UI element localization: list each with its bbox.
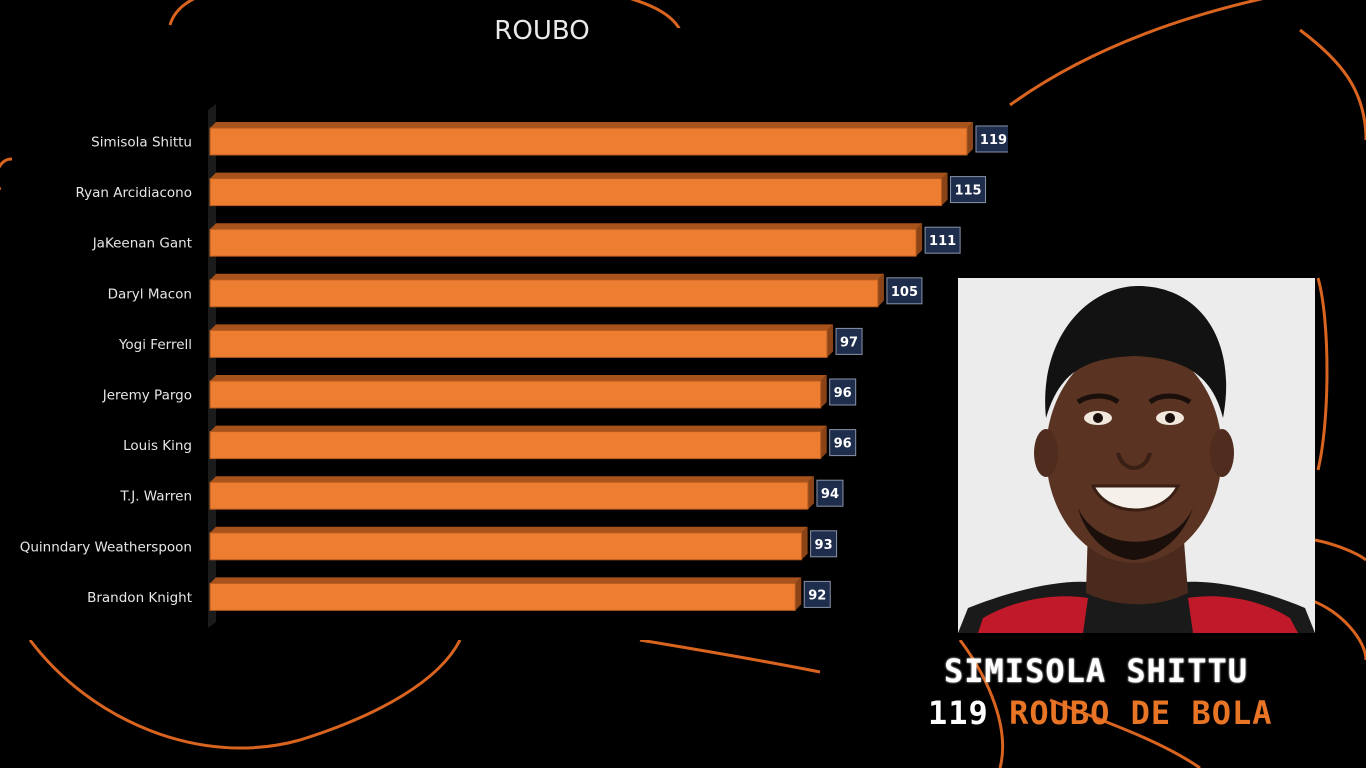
bar-side-face (877, 273, 884, 307)
bar (209, 481, 809, 510)
data-label-box (975, 125, 1008, 153)
category-label: Jeremy Pargo (102, 388, 192, 404)
data-label-box (924, 226, 961, 254)
bar (209, 127, 968, 156)
category-label: Quinndary Weatherspoon (20, 539, 192, 555)
bar (209, 431, 822, 460)
data-label-box (829, 429, 857, 457)
bar-top-face (210, 273, 884, 280)
bar (209, 178, 943, 207)
bar-top-face (210, 172, 948, 179)
highlight-stat: 119 ROUBO DE BOLA (928, 694, 1273, 732)
category-label: Brandon Knight (87, 590, 192, 606)
data-label: 115 (954, 184, 981, 199)
player-portrait-image (958, 278, 1315, 633)
bar-side-face (827, 324, 834, 358)
data-label: 93 (815, 538, 833, 553)
category-label: Daryl Macon (108, 286, 192, 302)
data-label-box (810, 530, 838, 558)
data-label-box (803, 580, 831, 608)
data-label: 96 (834, 437, 852, 452)
bar-side-face (820, 425, 827, 459)
bar-top-face (210, 425, 827, 432)
data-label: 105 (891, 285, 918, 300)
bar (209, 329, 828, 358)
bar (209, 228, 917, 257)
data-label: 94 (821, 487, 839, 502)
bar-side-face (807, 476, 814, 510)
data-label-box (816, 479, 844, 507)
data-label-box (835, 327, 863, 355)
bar-top-face (210, 324, 834, 331)
category-label: Yogi Ferrell (118, 337, 192, 353)
category-label: Louis King (123, 438, 192, 454)
bar-side-face (941, 172, 948, 206)
bar-side-face (820, 375, 827, 408)
player-photo (958, 278, 1315, 633)
highlight-stat-value: 119 (928, 694, 989, 732)
bar-top-face (210, 526, 808, 533)
data-label-box (886, 277, 923, 305)
data-label: 97 (840, 335, 858, 350)
bar (209, 380, 822, 409)
bar-chart: Simisola Shittu 119 Ryan Arcidiacono 115 JaK… (20, 104, 1008, 628)
highlight-stat-label: ROUBO DE BOLA (1009, 694, 1273, 732)
data-label: 92 (808, 588, 826, 603)
chart-title: ROUBO (494, 16, 590, 46)
bar-top-face (210, 476, 814, 483)
bar-top-face (210, 375, 827, 381)
bar-side-face (916, 223, 923, 257)
data-label-box (829, 378, 857, 406)
bar-side-face (967, 122, 973, 155)
chart-panel: Simisola Shittu 119 Ryan Arcidiacono 115 JaK… (12, 28, 1008, 640)
bar-side-face (801, 526, 808, 560)
data-label: 96 (834, 386, 852, 401)
bar-side-face (795, 577, 802, 611)
bar (209, 532, 803, 561)
bar (209, 582, 796, 611)
category-label: Simisola Shittu (91, 135, 192, 151)
highlight-player-name: SIMISOLA SHITTU (944, 652, 1248, 690)
data-label: 111 (929, 234, 956, 249)
bar (209, 279, 879, 308)
data-label: 119 (980, 133, 1007, 148)
category-label: Ryan Arcidiacono (75, 185, 192, 201)
category-label: JaKeenan Gant (92, 236, 192, 252)
bar-top-face (210, 122, 973, 128)
bar-top-face (210, 577, 802, 584)
bar-top-face (210, 223, 923, 230)
category-label: T.J. Warren (119, 489, 192, 505)
data-label-box (950, 176, 987, 204)
